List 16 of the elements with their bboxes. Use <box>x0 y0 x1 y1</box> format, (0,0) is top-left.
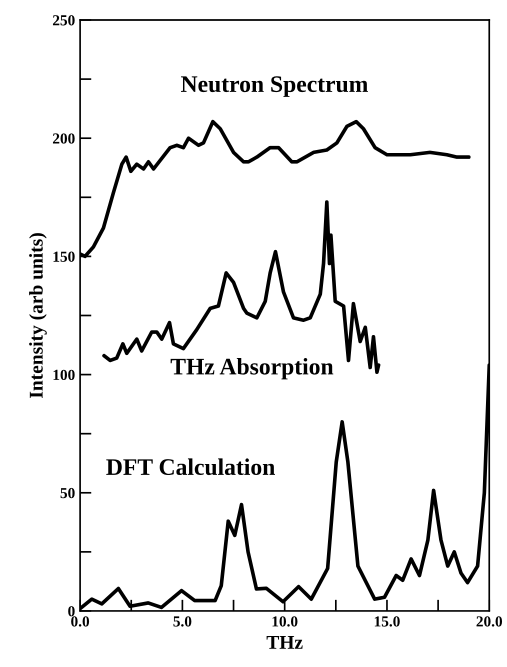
x-tick-label: 5.0 <box>173 616 192 627</box>
y-tick-label: 0 <box>68 606 75 616</box>
x-tick-label: 20.0 <box>476 616 502 627</box>
y-tick-label: 100 <box>54 370 75 380</box>
x-tick-label: 15.0 <box>374 616 400 627</box>
y-tick-label: 50 <box>60 488 75 498</box>
series-label: THz Absorption <box>170 358 334 380</box>
x-tick-label: 0.0 <box>71 616 90 627</box>
y-tick-label: 200 <box>52 133 75 144</box>
x-tick-label: 10.0 <box>272 616 298 627</box>
series-label: Neutron Spectrum <box>181 76 368 97</box>
y-tick-label: 250 <box>52 15 75 26</box>
y-axis-title: Intensity (arb units) <box>29 233 47 398</box>
y-tick-label: 150 <box>54 252 75 262</box>
series-label: DFT Calculation <box>106 458 275 476</box>
x-axis-title: THz <box>266 636 303 649</box>
